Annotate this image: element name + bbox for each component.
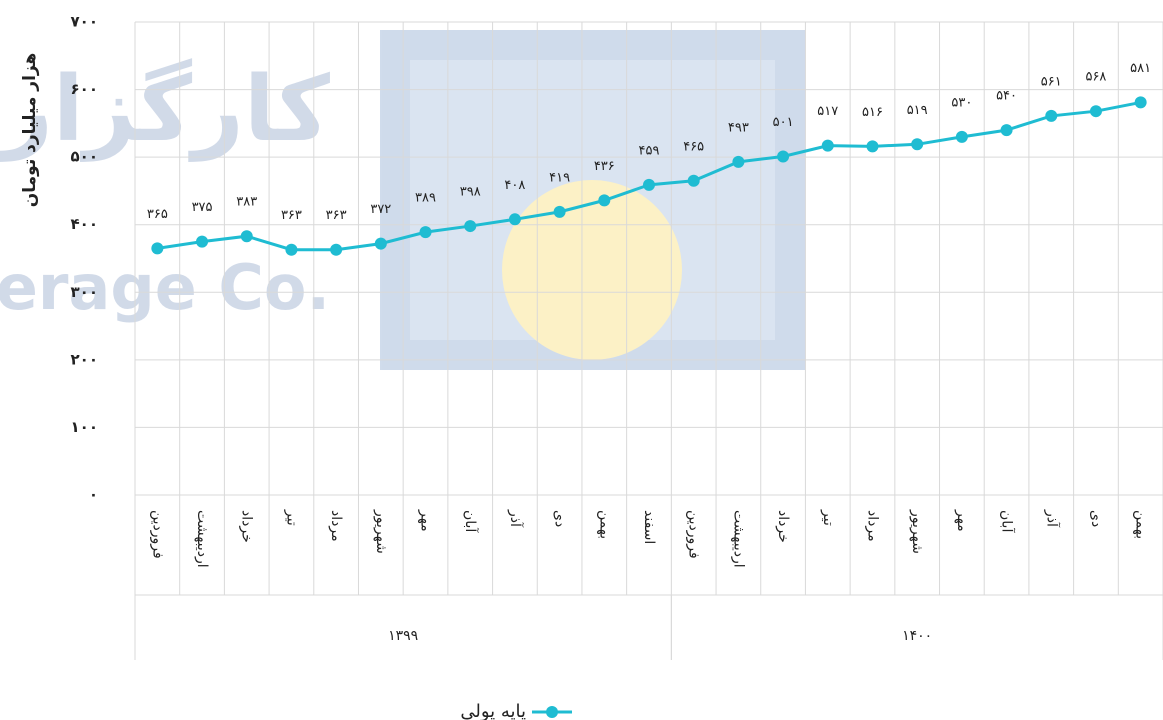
x-tick-label: اسفند <box>641 510 657 544</box>
y-tick-label: ۳۰۰ <box>71 283 98 301</box>
x-tick-label: دی <box>552 510 568 527</box>
marker <box>911 138 924 151</box>
y-tick-label: ۰ <box>89 486 98 504</box>
data-label: ۳۹۸ <box>460 185 481 200</box>
x-group-label: ۱۳۹۹ <box>388 628 418 644</box>
data-label: ۴۳۶ <box>594 159 615 174</box>
marker <box>285 243 298 256</box>
data-label: ۳۷۲ <box>370 202 391 217</box>
watermark-logo <box>380 30 805 370</box>
x-tick-label: مهر <box>418 509 434 532</box>
x-tick-label: تیر <box>820 509 836 526</box>
marker <box>508 213 521 226</box>
data-label: ۴۶۵ <box>683 139 704 154</box>
data-label: ۳۶۵ <box>147 207 168 222</box>
marker <box>732 155 745 168</box>
watermark-text: kerage Co. <box>0 251 330 324</box>
x-tick-label: مرداد <box>864 510 880 542</box>
marker <box>821 139 834 152</box>
x-tick-label: بهمن <box>596 510 612 539</box>
marker <box>955 130 968 143</box>
x-tick-label: خرداد <box>775 510 791 543</box>
marker <box>374 237 387 250</box>
x-tick-label: فروردین <box>149 510 165 559</box>
y-tick-label: ۲۰۰ <box>71 350 98 368</box>
x-group-label: ۱۴۰۰ <box>902 628 932 644</box>
marker <box>1045 109 1058 122</box>
data-label: ۴۹۳ <box>728 120 749 135</box>
data-label: ۵۶۱ <box>1041 74 1062 89</box>
x-tick-label: آذر <box>507 509 524 528</box>
x-tick-label: دی <box>1088 510 1104 527</box>
marker <box>687 174 700 187</box>
x-tick-label: مهر <box>954 509 970 532</box>
y-tick-label: ۶۰۰ <box>71 80 98 98</box>
watermark-logo <box>410 60 775 340</box>
data-label: ۴۱۹ <box>549 170 570 185</box>
data-label: ۵۱۹ <box>907 103 928 118</box>
marker <box>1089 105 1102 118</box>
marker <box>643 178 655 191</box>
x-tick-label: خرداد <box>239 510 255 543</box>
marker <box>151 242 164 255</box>
data-label: ۵۴۰ <box>996 89 1017 104</box>
marker <box>598 194 611 207</box>
y-axis-title: هزار میلیارد تومان <box>20 53 40 208</box>
marker <box>240 230 253 243</box>
x-tick-label: آذر <box>1043 509 1060 528</box>
y-tick-label: ۱۰۰ <box>71 418 98 436</box>
data-label: ۵۰۱ <box>773 115 794 130</box>
data-label: ۳۶۳ <box>281 208 302 223</box>
x-tick-label: آبان <box>462 510 479 533</box>
data-label: ۵۳۰ <box>951 95 972 110</box>
y-tick-label: ۷۰۰ <box>71 13 98 31</box>
data-label: ۵۱۶ <box>862 105 883 120</box>
x-tick-label: شهریور <box>373 509 389 554</box>
x-tick-label: بهمن <box>1133 510 1149 539</box>
watermark <box>380 30 805 370</box>
marker <box>419 226 432 239</box>
marker <box>553 205 566 218</box>
data-label: ۴۵۹ <box>639 143 660 158</box>
data-label: ۴۰۸ <box>504 178 525 193</box>
data-label: ۵۸۱ <box>1130 61 1151 76</box>
x-tick-label: تیر <box>283 509 299 526</box>
data-label: ۳۷۵ <box>192 200 213 215</box>
data-label: ۳۸۹ <box>415 191 436 206</box>
marker <box>330 243 343 256</box>
marker <box>464 220 477 233</box>
x-tick-label: آبان <box>999 510 1016 533</box>
watermark-logo <box>502 180 682 360</box>
x-tick-label: اردیبهشت <box>194 510 210 568</box>
legend-marker <box>546 706 558 718</box>
marker <box>866 140 879 153</box>
data-label: ۵۶۸ <box>1085 70 1106 85</box>
data-label: ۵۱۷ <box>817 104 838 119</box>
data-label: ۳۶۳ <box>326 208 347 223</box>
x-tick-label: فروردین <box>686 510 702 559</box>
marker <box>196 235 209 248</box>
watermark-text: کارگزاری <box>0 57 331 162</box>
marker <box>1000 124 1013 137</box>
marker <box>777 150 790 163</box>
x-tick-label: شهریور <box>909 509 925 554</box>
x-tick-label: مرداد <box>328 510 344 542</box>
y-tick-label: ۵۰۰ <box>71 148 98 166</box>
x-tick-label: اردیبهشت <box>730 510 746 568</box>
data-label: ۳۸۳ <box>236 195 257 210</box>
marker <box>1134 96 1147 109</box>
legend-label: پایه پولی <box>460 701 526 720</box>
y-tick-label: ۴۰۰ <box>71 215 98 233</box>
